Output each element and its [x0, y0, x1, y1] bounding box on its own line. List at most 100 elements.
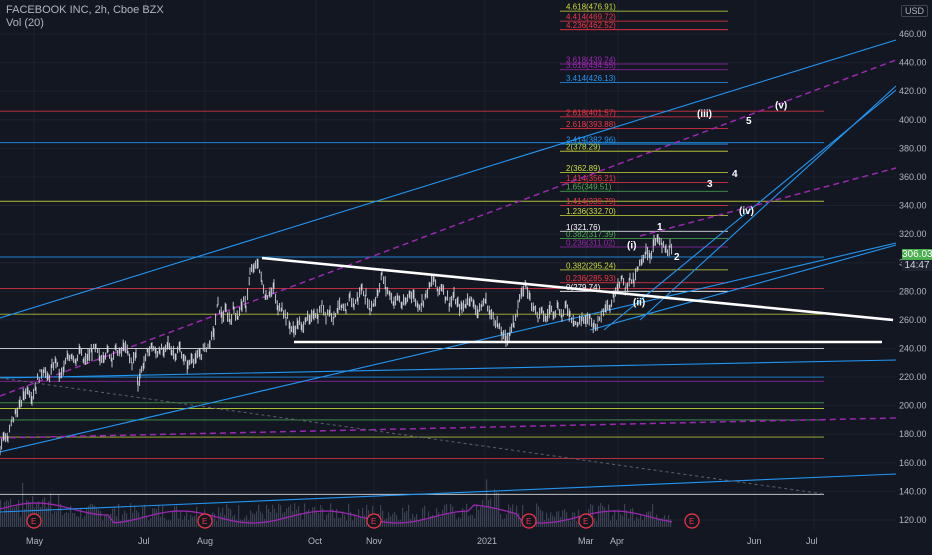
volume-bar: [290, 504, 292, 527]
volume-bar: [302, 519, 304, 527]
volume-bar: [322, 508, 324, 527]
volume-bar: [68, 513, 70, 527]
volume-bar: [506, 514, 508, 527]
y-tick-label: 180.00: [899, 429, 927, 439]
volume-bar: [418, 520, 420, 527]
volume-bar: [32, 496, 34, 527]
currency-button[interactable]: USD: [900, 5, 928, 17]
volume-bar: [320, 505, 322, 527]
volume-bar: [602, 505, 604, 527]
volume-bar: [14, 506, 16, 527]
fib-level-label: 0.382(295.24): [566, 261, 616, 270]
volume-bar: [504, 518, 506, 527]
volume-bar: [126, 513, 128, 527]
volume-bar: [634, 520, 636, 527]
x-tick-label: Jul: [138, 536, 150, 546]
volume-bar: [296, 509, 298, 527]
volume-bar: [638, 518, 640, 527]
volume-bar: [380, 504, 382, 527]
volume-bar: [100, 511, 102, 527]
volume-bar: [122, 514, 124, 527]
volume-bar: [490, 498, 492, 527]
volume-bar: [22, 482, 24, 527]
volume-bar: [110, 513, 112, 527]
volume-bar: [188, 519, 190, 527]
volume-bar: [12, 507, 14, 527]
volume-bar: [402, 507, 404, 527]
volume-bar: [354, 513, 356, 527]
volume-bar: [326, 514, 328, 527]
elliott-wave-label: (v): [775, 100, 787, 111]
volume-bar: [344, 515, 346, 527]
volume-bar: [2, 513, 4, 527]
volume-bar: [84, 516, 86, 527]
volume-bar: [74, 513, 76, 527]
volume-bar: [640, 515, 642, 527]
volume-bar: [270, 512, 272, 527]
volume-bar: [552, 515, 554, 527]
volume-bar: [440, 516, 442, 527]
volume-bar: [98, 509, 100, 527]
fib-level-label: 4.236(462.52): [566, 21, 616, 30]
volume-bar: [118, 503, 120, 527]
volume-bar: [432, 514, 434, 527]
volume-bar: [40, 506, 42, 527]
y-tick-label: 440.00: [899, 58, 927, 68]
volume-bar: [304, 503, 306, 527]
elliott-wave-label: 5: [746, 116, 752, 127]
volume-bar: [628, 518, 630, 527]
volume-bar: [104, 515, 106, 527]
volume-bar: [452, 506, 454, 527]
volume-bar: [78, 516, 80, 527]
volume-bar: [62, 515, 64, 527]
volume-bar: [24, 509, 26, 527]
volume-bar: [108, 517, 110, 527]
symbol-title[interactable]: FACEBOOK INC, 2h, Cboe BZX: [6, 4, 164, 16]
volume-bar: [436, 507, 438, 527]
volume-bar: [254, 514, 256, 527]
volume-bar: [610, 520, 612, 527]
volume-bar: [646, 512, 648, 527]
volume-bar: [428, 511, 430, 527]
time-axis-background: [0, 533, 896, 550]
volume-bar: [332, 509, 334, 527]
volume-bar: [576, 520, 578, 527]
volume-bar: [574, 512, 576, 527]
volume-bar: [564, 509, 566, 527]
volume-bar: [670, 519, 672, 527]
volume-bar: [160, 516, 162, 527]
y-tick-label: 360.00: [899, 172, 927, 182]
volume-bar: [138, 512, 140, 527]
volume-bar: [106, 514, 108, 527]
fib-level-label: 0.382(317.39): [566, 230, 616, 239]
volume-bar: [612, 515, 614, 527]
volume-bar: [360, 516, 362, 527]
elliott-wave-label: (iv): [739, 206, 754, 217]
volume-bar: [616, 519, 618, 527]
volume-bar: [156, 509, 158, 527]
volume-bar: [356, 517, 358, 527]
volume-bar: [334, 518, 336, 527]
fib-level-label: 3.618(439.24): [566, 56, 616, 65]
volume-bar: [184, 515, 186, 527]
channel-trendline: [639, 85, 897, 321]
volume-bar: [10, 498, 12, 527]
volume-bar: [16, 505, 18, 527]
volume-bar: [158, 505, 160, 527]
volume-bar: [340, 517, 342, 527]
volume-bar: [212, 512, 214, 527]
y-tick-label: 200.00: [899, 401, 927, 411]
channel-trendline: [0, 39, 897, 319]
volume-bar: [60, 503, 62, 527]
x-tick-label: Nov: [366, 536, 383, 546]
elliott-wave-label: 4: [732, 169, 738, 180]
volume-bar: [458, 517, 460, 527]
fib-level-label: 2.618(401.57): [566, 108, 616, 117]
volume-legend[interactable]: Vol (20): [6, 17, 44, 29]
volume-bar: [508, 504, 510, 527]
volume-bar: [392, 513, 394, 527]
volume-bar: [314, 506, 316, 527]
fib-level-label: 1(321.76): [566, 223, 601, 232]
